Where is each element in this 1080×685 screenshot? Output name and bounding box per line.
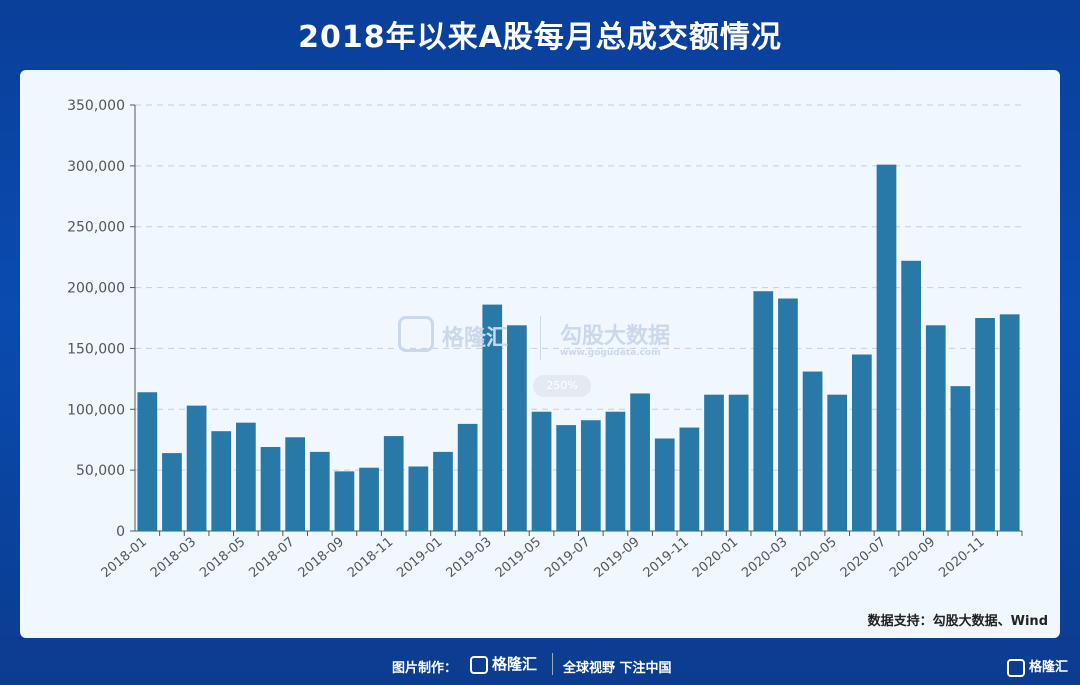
- bar: [975, 318, 995, 531]
- bar: [309, 451, 330, 531]
- bar: [457, 423, 478, 531]
- bar: [679, 427, 700, 531]
- footer-logo-text: 格隆汇: [492, 655, 538, 673]
- bar: [334, 471, 355, 531]
- x-tick-label: 2019-01: [394, 535, 445, 581]
- x-tick-label: 2020-01: [690, 535, 741, 581]
- chart-title: 2018年以来A股每月总成交额情况: [298, 20, 782, 55]
- bar: [704, 394, 724, 531]
- bar: [260, 447, 281, 531]
- x-tick-label: 2020-05: [789, 535, 840, 581]
- x-tick-label: 2018-11: [345, 535, 396, 581]
- bar: [531, 411, 552, 531]
- footer-slogan: 全球视野 下注中国: [563, 661, 672, 676]
- bar: [236, 422, 256, 531]
- bar: [728, 394, 749, 531]
- bar: [753, 291, 774, 531]
- watermark-divider: [540, 316, 541, 360]
- bar: [950, 386, 971, 531]
- y-tick-label: 150,000: [67, 341, 125, 357]
- y-tick-label: 350,000: [67, 98, 125, 114]
- y-tick-label: 200,000: [67, 281, 125, 297]
- bar: [630, 393, 650, 531]
- x-tick-label: 2018-07: [246, 535, 297, 581]
- bar: [408, 466, 429, 531]
- bar: [383, 436, 404, 531]
- footer: 图片制作： 格隆汇 全球视野 下注中国: [0, 648, 1080, 685]
- x-tick-label: 2018-01: [99, 535, 150, 581]
- y-tick-label: 0: [116, 524, 125, 540]
- footer-made-by: 图片制作：: [392, 661, 458, 676]
- logo-icon: [470, 655, 488, 674]
- watermark-brand: 勾股大数据: [560, 324, 671, 349]
- bar: [211, 431, 232, 531]
- x-tick-label: 2019-09: [591, 535, 642, 581]
- x-tick-label: 2018-05: [197, 535, 248, 581]
- x-tick-label: 2020-11: [936, 535, 987, 581]
- bar: [802, 371, 823, 531]
- y-tick-label: 50,000: [76, 463, 125, 479]
- corner-logo: 格隆汇: [1006, 656, 1068, 677]
- y-tick-label: 300,000: [67, 159, 125, 175]
- footer-divider: [552, 653, 553, 675]
- bar: [605, 411, 626, 531]
- x-tick-label: 2020-03: [739, 535, 790, 581]
- bar: [482, 304, 503, 531]
- y-tick-label: 250,000: [67, 220, 125, 236]
- bar: [285, 437, 306, 531]
- x-tick-label: 2019-05: [493, 535, 544, 581]
- bar: [580, 420, 601, 531]
- zoom-indicator: 250%: [533, 375, 591, 397]
- bar: [901, 260, 921, 531]
- watermark-url: www.gogudata.com: [560, 348, 661, 358]
- bar: [999, 314, 1020, 531]
- watermark-name: 格隆汇: [442, 326, 509, 351]
- bar: [433, 451, 453, 531]
- corner-logo-icon: [1006, 658, 1025, 677]
- bar: [851, 354, 872, 531]
- bar: [507, 325, 527, 531]
- x-tick-label: 2018-03: [148, 535, 199, 581]
- bar: [186, 405, 207, 531]
- bar: [137, 392, 158, 531]
- x-tick-label: 2020-09: [887, 535, 938, 581]
- bar: [778, 298, 798, 531]
- bar: [827, 394, 848, 531]
- bar: [162, 453, 182, 531]
- y-tick-label: 100,000: [67, 402, 125, 418]
- x-tick-label: 2019-07: [542, 535, 593, 581]
- x-tick-label: 2019-11: [641, 535, 692, 581]
- bar: [556, 425, 577, 531]
- bar: [925, 325, 946, 531]
- bar: [654, 438, 675, 531]
- source-note: 数据支持：勾股大数据、Wind: [867, 614, 1048, 629]
- footer-logo: 格隆汇: [470, 653, 537, 674]
- x-tick-label: 2018-09: [296, 535, 347, 581]
- x-tick-label: 2019-03: [444, 535, 495, 581]
- bar: [359, 467, 379, 531]
- bar: [876, 164, 897, 531]
- watermark-logo-icon: [398, 316, 434, 352]
- x-tick-label: 2020-07: [838, 535, 889, 581]
- corner-logo-text: 格隆汇: [1028, 660, 1068, 675]
